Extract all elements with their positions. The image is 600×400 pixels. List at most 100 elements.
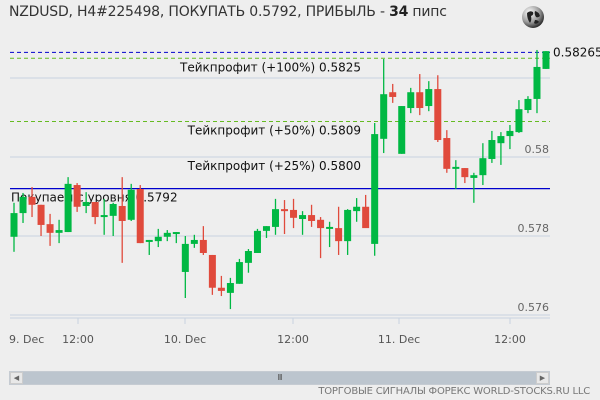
candle-body xyxy=(10,213,18,237)
candle-body xyxy=(452,166,460,169)
candle xyxy=(281,200,289,235)
entry-level-label: Покупаем с уровня 0.5792 xyxy=(11,191,178,205)
candle xyxy=(127,183,135,221)
candle-body xyxy=(235,262,243,284)
candle-body xyxy=(172,232,180,235)
candle xyxy=(398,106,406,154)
scrollbar-grip[interactable]: III xyxy=(277,373,282,382)
candle-body xyxy=(479,158,487,176)
candle xyxy=(271,198,279,235)
candle-body xyxy=(100,215,108,218)
candle xyxy=(244,249,252,273)
candle-body xyxy=(118,205,126,221)
scroll-right-button[interactable]: ▶ xyxy=(536,372,549,384)
candle xyxy=(82,192,90,214)
candle xyxy=(64,177,72,233)
candle xyxy=(488,130,496,163)
candle-body xyxy=(82,202,90,206)
y-tick-label: 0.576 xyxy=(518,301,550,314)
candle xyxy=(118,177,126,263)
candle-body xyxy=(208,254,216,288)
candle-body xyxy=(181,243,189,272)
candle xyxy=(208,254,216,295)
candle xyxy=(497,132,505,165)
profit-unit: пипс xyxy=(408,4,447,20)
candle xyxy=(542,51,550,69)
candle-body xyxy=(443,138,451,169)
candle-body xyxy=(434,89,442,141)
candle xyxy=(470,172,478,203)
candle xyxy=(217,275,225,297)
candle-body xyxy=(64,183,72,233)
candle-body xyxy=(271,209,279,227)
scroll-left-button[interactable]: ◀ xyxy=(10,372,23,384)
candle xyxy=(181,236,189,299)
candle-body xyxy=(190,239,198,244)
candle xyxy=(506,125,514,150)
candle xyxy=(262,226,270,238)
candle-body xyxy=(28,196,36,205)
candle xyxy=(28,187,36,218)
footer-credit: ТОРГОВЫЕ СИГНАЛЫ ФОРЕКС WORLD-STOCKS.RU … xyxy=(318,386,590,397)
candle-body xyxy=(488,140,496,159)
candle xyxy=(371,123,379,256)
candle xyxy=(317,217,325,259)
candle-body xyxy=(217,287,225,291)
candle xyxy=(100,198,108,235)
globe-icon[interactable] xyxy=(521,5,545,29)
candle xyxy=(10,202,18,252)
candle xyxy=(91,202,99,225)
candle xyxy=(190,234,198,248)
candle-body xyxy=(335,228,343,242)
candle-body xyxy=(353,206,361,212)
candle-body xyxy=(470,175,478,178)
candle-body xyxy=(281,209,289,212)
candle-body xyxy=(533,66,541,99)
candle xyxy=(145,239,153,255)
x-tick-label: 9. Dec xyxy=(9,333,44,346)
candle-body xyxy=(46,224,54,233)
candle-body xyxy=(380,94,388,139)
x-tick-label: 11. Dec xyxy=(378,333,420,346)
candle xyxy=(73,183,81,212)
candle-body xyxy=(542,51,550,69)
horizontal-scrollbar[interactable]: ◀ III ▶ xyxy=(9,371,550,385)
candle xyxy=(416,74,424,116)
candle xyxy=(443,130,451,173)
candle xyxy=(425,81,433,112)
candle xyxy=(389,83,397,103)
candle-body xyxy=(362,206,370,229)
candle xyxy=(434,75,442,142)
candle-body xyxy=(425,89,433,107)
x-tick-label: 12:00 xyxy=(62,333,94,346)
candle-body xyxy=(299,215,307,220)
candle-body xyxy=(37,204,45,225)
candle-body xyxy=(127,189,135,220)
candle xyxy=(154,228,162,248)
candle xyxy=(163,230,171,242)
candle-body xyxy=(461,168,469,178)
candle-body xyxy=(389,92,397,97)
candle xyxy=(362,194,370,229)
candle-body xyxy=(154,236,162,242)
candle-body xyxy=(244,251,252,263)
candle xyxy=(253,228,261,253)
candle-body xyxy=(109,204,117,216)
candle xyxy=(524,96,532,114)
candle-body xyxy=(73,185,81,207)
candle-body xyxy=(290,209,298,218)
candle xyxy=(308,204,316,227)
candle-body xyxy=(326,226,334,229)
candle-body xyxy=(317,219,325,229)
candle xyxy=(199,226,207,255)
candle xyxy=(461,168,469,184)
candle xyxy=(290,198,298,229)
candle-body xyxy=(515,109,523,133)
candle-body xyxy=(407,92,415,109)
candle-body xyxy=(163,232,171,237)
chart-title: NZDUSD, H4#225498, ПОКУПАТЬ 0.5792, ПРИБ… xyxy=(9,4,447,20)
candle-body xyxy=(226,283,234,293)
candle xyxy=(172,232,180,244)
candle xyxy=(335,206,343,255)
